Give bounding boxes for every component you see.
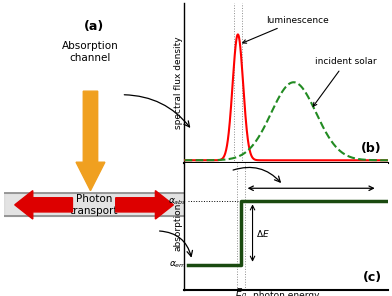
Text: (a): (a) [84, 20, 104, 33]
Text: $E_g$: $E_g$ [235, 287, 247, 296]
Text: incident solar: incident solar [313, 57, 377, 106]
Text: (b): (b) [361, 142, 382, 155]
Y-axis label: absorption: absorption [174, 202, 183, 251]
Text: $\alpha_{em}$: $\alpha_{em}$ [169, 259, 187, 270]
Text: (c): (c) [363, 271, 382, 284]
FancyArrow shape [15, 191, 73, 219]
Text: $\Delta E$: $\Delta E$ [256, 228, 270, 239]
Text: luminescence: luminescence [243, 16, 328, 43]
FancyArrow shape [116, 191, 173, 219]
Text: Photon
transport: Photon transport [70, 194, 118, 215]
Y-axis label: spectral flux density: spectral flux density [174, 37, 183, 129]
Text: Absorption
channel: Absorption channel [62, 41, 119, 63]
X-axis label: photon energy: photon energy [253, 292, 319, 296]
Text: $\alpha_{abs}$: $\alpha_{abs}$ [168, 196, 187, 207]
FancyArrow shape [76, 91, 105, 191]
